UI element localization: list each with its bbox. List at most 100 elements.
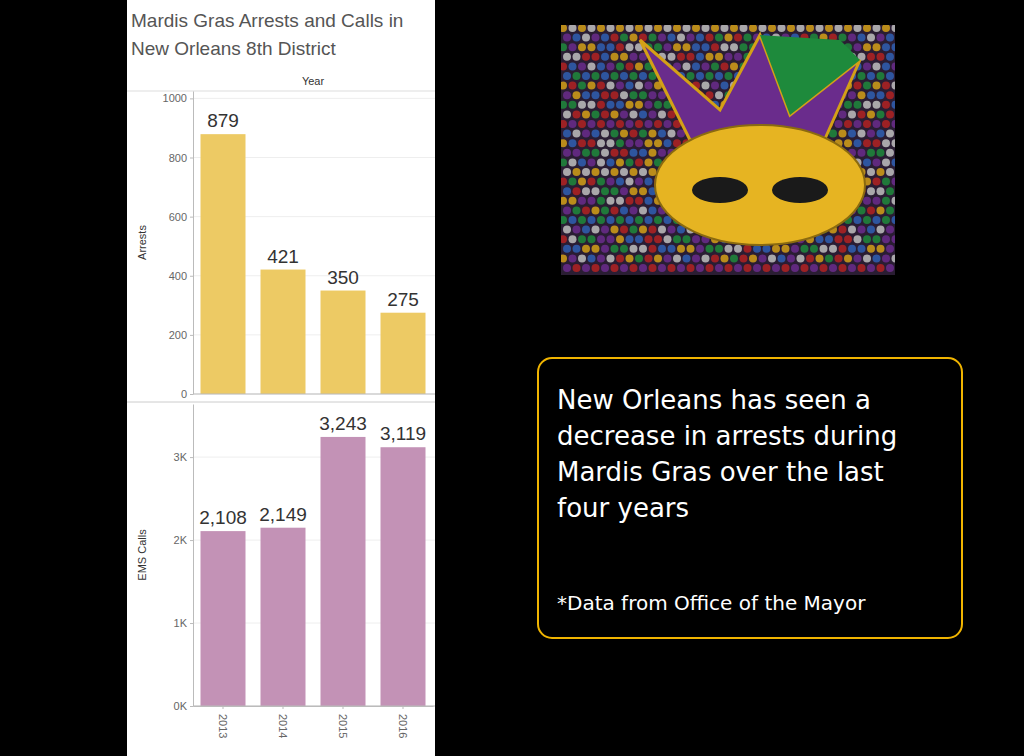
bead: [597, 82, 605, 90]
bead: [611, 206, 619, 214]
bead: [892, 43, 896, 51]
bead: [561, 254, 567, 262]
bead: [787, 25, 795, 32]
bead: [854, 235, 862, 243]
bead: [607, 254, 615, 262]
bead: [873, 235, 881, 243]
bead: [563, 91, 571, 99]
bars: [201, 437, 426, 706]
bead: [696, 53, 704, 61]
bead: [664, 43, 672, 51]
bead: [645, 120, 653, 128]
bead: [706, 72, 714, 80]
bead: [677, 53, 685, 61]
bead: [725, 34, 733, 42]
bead: [882, 43, 890, 51]
bead: [740, 43, 748, 51]
bead: [645, 101, 653, 109]
data-label: 3,243: [319, 413, 367, 434]
bead: [892, 216, 896, 224]
bead: [664, 120, 672, 128]
bead: [725, 264, 733, 272]
tick-label: 1K: [174, 617, 188, 629]
bead: [630, 91, 638, 99]
bead: [654, 235, 662, 243]
bead: [620, 72, 628, 80]
bead: [873, 216, 881, 224]
bead: [620, 264, 628, 272]
bead: [573, 206, 581, 214]
bead: [801, 245, 809, 253]
bead: [588, 178, 596, 186]
tick-label: 400: [169, 270, 187, 282]
bead: [854, 254, 862, 262]
bead: [563, 110, 571, 118]
bead: [839, 226, 847, 234]
y-axis: 0K1K2K3K: [174, 405, 194, 713]
annotation: New Orleans has seen adecrease in arrest…: [557, 385, 897, 523]
bead: [863, 216, 871, 224]
bead: [848, 34, 856, 42]
bead: [569, 254, 577, 262]
tick-label: 2015: [337, 714, 349, 738]
bead: [630, 187, 638, 195]
bead: [563, 168, 571, 176]
bead: [715, 91, 723, 99]
bead: [882, 254, 890, 262]
bead: [649, 149, 657, 157]
bead: [867, 264, 875, 272]
bead: [639, 226, 647, 234]
bead: [844, 25, 852, 32]
chart-0: 02004006008001000ArrestsYear879421350275: [136, 75, 435, 400]
bead: [611, 149, 619, 157]
bead: [569, 25, 577, 32]
bead: [863, 43, 871, 51]
bead: [569, 120, 577, 128]
bead: [882, 216, 890, 224]
bead: [835, 25, 843, 32]
data-label: 2,149: [259, 504, 307, 525]
bead: [639, 168, 647, 176]
bead: [825, 25, 833, 32]
bead: [592, 187, 600, 195]
bead: [635, 120, 643, 128]
bead: [702, 82, 710, 90]
bead: [839, 245, 847, 253]
bead: [677, 264, 685, 272]
bead: [848, 245, 856, 253]
bead: [858, 34, 866, 42]
bead: [592, 168, 600, 176]
bead: [588, 62, 596, 70]
bead: [635, 216, 643, 224]
bead: [561, 235, 567, 243]
bead: [620, 110, 628, 118]
bead: [664, 139, 672, 147]
bead: [858, 264, 866, 272]
bead: [620, 168, 628, 176]
bead: [588, 82, 596, 90]
tick-mark: [283, 706, 284, 709]
bead: [892, 101, 896, 109]
tick-mark: [190, 98, 193, 99]
bead: [892, 235, 896, 243]
bar: [261, 528, 306, 706]
bead: [639, 91, 647, 99]
bead: [592, 72, 600, 80]
bead: [645, 254, 653, 262]
bead: [867, 53, 875, 61]
bead: [588, 235, 596, 243]
bead: [649, 245, 657, 253]
x-axis-title: Year: [302, 75, 325, 87]
bead: [683, 254, 691, 262]
tick: 2014: [277, 706, 289, 738]
bead: [867, 149, 875, 157]
bead: [620, 245, 628, 253]
bead: [620, 130, 628, 138]
bead: [854, 101, 862, 109]
bead: [635, 158, 643, 166]
y-axis-title: EMS Calls: [136, 529, 148, 581]
data-labels: 2,1082,1493,2433,119: [199, 413, 426, 528]
bead: [578, 25, 586, 32]
bead: [882, 197, 890, 205]
bead: [616, 178, 624, 186]
